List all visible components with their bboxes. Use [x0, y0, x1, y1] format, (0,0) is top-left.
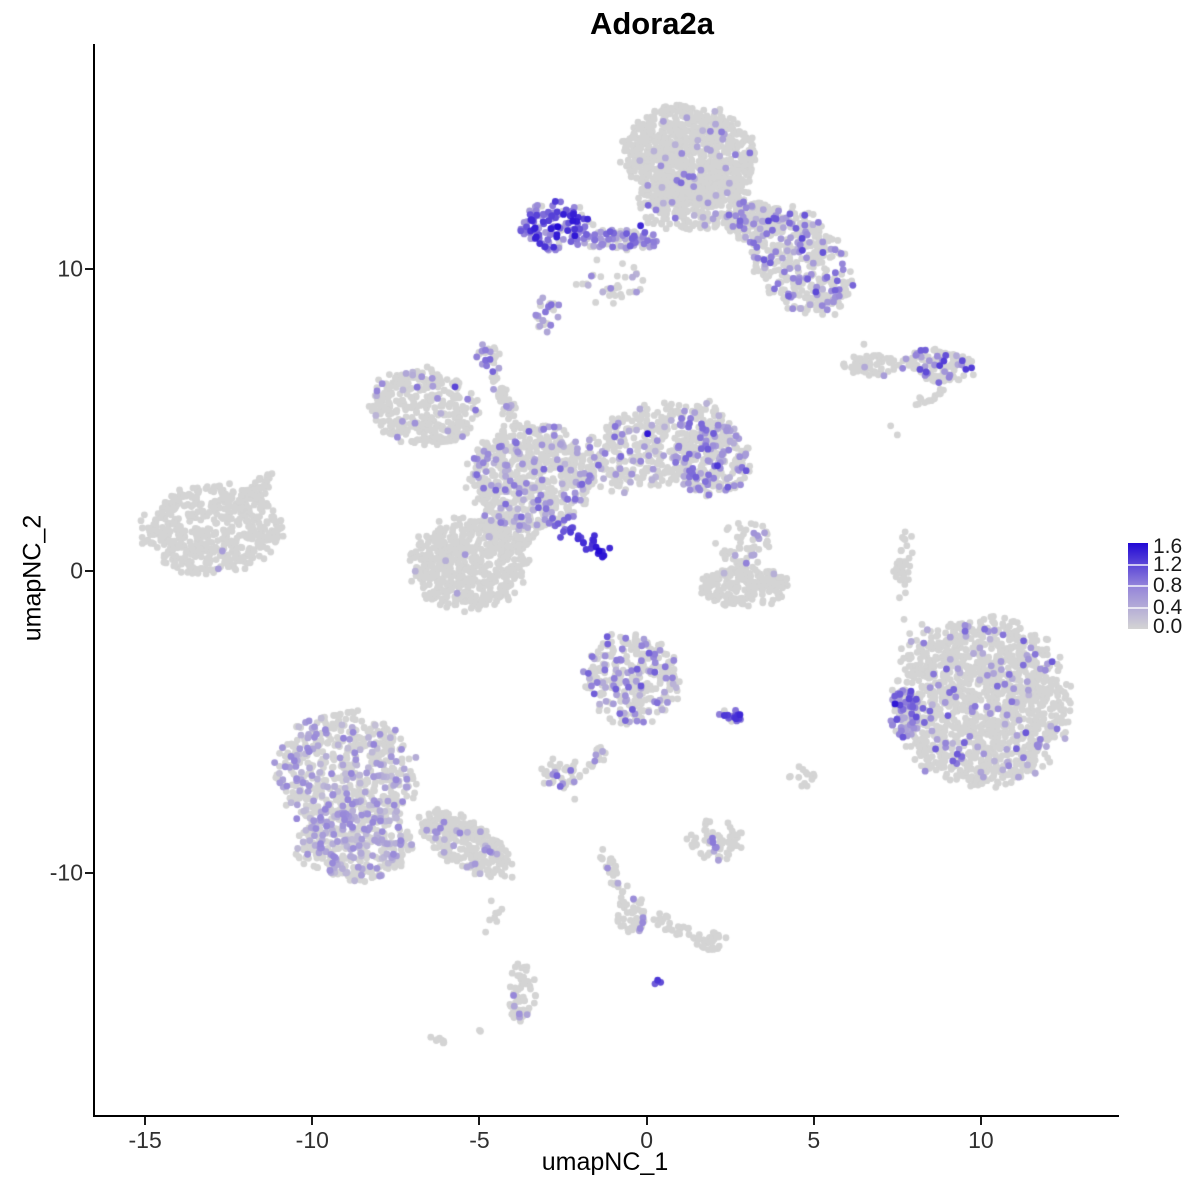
y-tick-label: 0	[70, 557, 83, 584]
y-tick-mark	[85, 872, 93, 875]
x-tick-label: 5	[807, 1127, 821, 1153]
y-tick-mark	[85, 569, 93, 572]
x-tick-mark	[311, 1117, 314, 1125]
x-axis-line	[93, 1115, 1119, 1117]
legend-tick-label: 0.8	[1153, 574, 1183, 597]
x-tick-label: -15	[128, 1127, 162, 1153]
legend-tick-label: 0.0	[1153, 615, 1183, 638]
y-tick-label: -10	[49, 859, 83, 886]
x-tick-label: 0	[640, 1127, 654, 1153]
y-axis-title: umapNC_2	[18, 514, 47, 642]
legend-inner-tick	[1128, 563, 1148, 566]
x-tick-label: -5	[469, 1127, 490, 1153]
x-axis-title: umapNC_1	[541, 1148, 669, 1176]
legend-tick-label: 0.4	[1153, 595, 1183, 619]
x-tick-mark	[144, 1117, 147, 1125]
x-tick-label: -10	[295, 1127, 329, 1153]
y-tick-label: 10	[57, 255, 83, 282]
x-tick-label: 10	[968, 1127, 994, 1153]
legend-tick-label: 1.6	[1153, 535, 1183, 558]
legend-tick-label: 1.2	[1153, 552, 1183, 576]
x-tick-mark	[478, 1117, 481, 1125]
y-tick-mark	[85, 267, 93, 270]
x-tick-mark	[645, 1117, 648, 1125]
y-axis-line	[93, 44, 95, 1117]
x-tick-mark	[812, 1117, 815, 1125]
x-tick-mark	[979, 1117, 982, 1125]
legend-inner-tick	[1128, 585, 1148, 587]
legend-inner-tick	[1128, 606, 1148, 609]
plot-title: Adora2a	[589, 6, 715, 41]
